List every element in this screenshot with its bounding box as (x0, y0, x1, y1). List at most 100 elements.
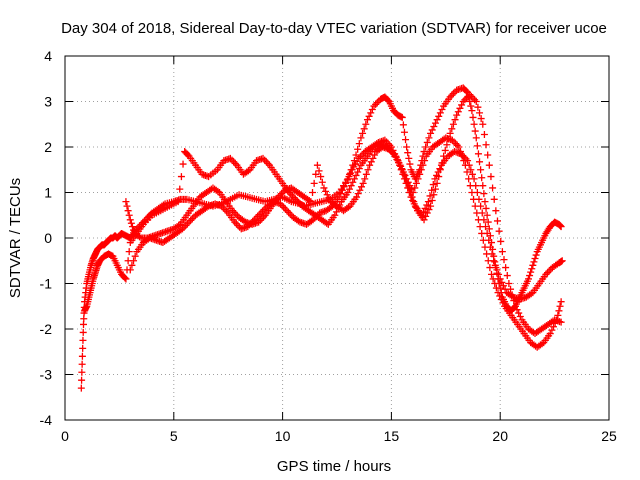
data-point (496, 292, 504, 300)
data-point (446, 129, 454, 137)
data-point (495, 227, 503, 235)
data-point (557, 223, 565, 231)
data-point (498, 278, 506, 286)
data-point (368, 105, 376, 113)
data-point (430, 191, 438, 199)
data-point (347, 169, 355, 177)
data-point (244, 167, 252, 175)
data-point (474, 150, 482, 158)
data-point (471, 127, 479, 135)
data-point (400, 175, 408, 183)
data-point (431, 185, 439, 193)
data-point (421, 157, 429, 165)
data-point (402, 136, 410, 144)
data-point (491, 261, 499, 269)
data-point (389, 146, 397, 154)
data-point (350, 175, 358, 183)
data-point (452, 140, 460, 148)
data-point (491, 280, 499, 287)
data-point (453, 141, 461, 149)
data-point (323, 219, 331, 227)
data-point (124, 207, 132, 215)
data-point (497, 295, 505, 303)
data-point (416, 170, 424, 178)
data-point (423, 138, 431, 146)
data-point (474, 103, 482, 111)
data-point (528, 265, 536, 273)
data-point (484, 218, 492, 226)
data-point (312, 170, 320, 178)
data-point (322, 187, 330, 195)
data-point (470, 120, 478, 128)
data-point (482, 141, 490, 149)
data-point (424, 198, 432, 206)
data-point (421, 204, 429, 212)
data-point (188, 215, 196, 223)
data-point (394, 157, 402, 165)
data-point (496, 275, 504, 283)
data-point (477, 166, 485, 174)
data-point (524, 275, 532, 283)
data-point (436, 109, 444, 117)
data-point (435, 173, 443, 181)
data-point (492, 207, 500, 215)
data-point (486, 243, 494, 251)
data-point (449, 90, 457, 98)
data-point (370, 102, 378, 110)
y-tick-label: -4 (40, 412, 53, 428)
data-point (412, 203, 420, 211)
y-tick-label: 4 (44, 48, 52, 64)
data-point (345, 173, 353, 181)
data-point (532, 251, 540, 259)
data-point (487, 270, 495, 278)
data-point (264, 159, 272, 167)
data-point (309, 189, 317, 196)
data-point (397, 166, 405, 174)
data-point (423, 209, 431, 217)
data-point (406, 160, 414, 168)
grid-lines (65, 56, 609, 420)
data-point (556, 302, 564, 310)
data-point (546, 330, 554, 338)
data-point (463, 168, 471, 176)
data-point (261, 156, 269, 164)
data-point (477, 115, 485, 123)
y-tick-label: 2 (44, 139, 52, 155)
data-point (228, 156, 236, 164)
data-point (174, 198, 182, 206)
data-point (371, 151, 379, 159)
data-point (340, 183, 348, 191)
data-point (77, 384, 85, 392)
axis-ticks (64, 55, 610, 421)
data-point (438, 159, 446, 167)
data-point (530, 258, 538, 266)
data-point (502, 264, 510, 272)
data-point (499, 282, 507, 290)
data-point (343, 176, 351, 184)
y-tick-label: -3 (40, 367, 53, 383)
data-point (451, 116, 459, 124)
data-point (405, 154, 413, 162)
data-point (467, 166, 475, 174)
data-point (497, 237, 505, 245)
data-points (77, 84, 566, 392)
data-point (428, 196, 436, 204)
data-point (473, 189, 481, 196)
data-point (468, 170, 476, 178)
data-point (486, 264, 494, 272)
data-point (485, 161, 493, 169)
data-point (355, 140, 363, 148)
data-point (404, 149, 412, 157)
data-point (177, 173, 185, 181)
data-point (78, 368, 86, 376)
data-point (494, 289, 502, 297)
data-point (317, 173, 325, 181)
data-point (360, 125, 368, 133)
data-point (391, 150, 399, 158)
y-tick-label: -2 (40, 321, 53, 337)
data-point (516, 312, 524, 320)
data-point (365, 112, 373, 120)
data-point (409, 196, 417, 204)
data-point (231, 159, 239, 167)
data-point (548, 326, 556, 334)
